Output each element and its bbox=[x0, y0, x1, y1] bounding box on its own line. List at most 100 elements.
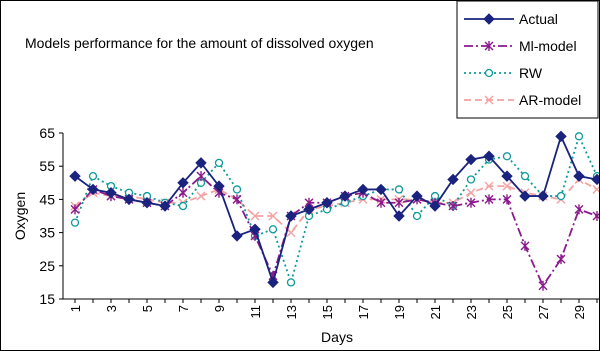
data-point-actual bbox=[375, 183, 387, 196]
data-point-ml-model bbox=[178, 187, 188, 198]
legend-box bbox=[456, 1, 599, 119]
x-tick-label: 3 bbox=[104, 305, 119, 312]
series-line-ml-model bbox=[74, 174, 598, 288]
y-tick-label: 35 bbox=[39, 225, 55, 241]
data-point-ml-model bbox=[520, 240, 530, 251]
data-point-rw bbox=[286, 278, 296, 287]
chart-title: Models performance for the amount of dis… bbox=[25, 35, 374, 51]
data-point-actual bbox=[555, 130, 567, 143]
data-point-ml-model bbox=[592, 211, 599, 221]
data-point-actual bbox=[357, 183, 369, 196]
y-tick-label: 45 bbox=[39, 191, 55, 207]
legend-label-rw: RW bbox=[519, 65, 543, 81]
axes bbox=[62, 133, 599, 300]
x-tick-label: 13 bbox=[284, 305, 299, 319]
data-point-ml-model bbox=[556, 254, 566, 265]
x-tick-label: 21 bbox=[428, 305, 443, 319]
data-point-ml-model bbox=[232, 194, 242, 205]
data-point-ar-model bbox=[592, 184, 599, 194]
x-tick-label: 5 bbox=[140, 305, 155, 312]
x-tick-label: 7 bbox=[176, 305, 191, 312]
data-point-ml-model bbox=[376, 197, 386, 208]
data-point-ml-model bbox=[196, 171, 206, 182]
series-line-actual bbox=[74, 133, 598, 286]
legend: Actual Ml-model RW AR-model bbox=[456, 1, 599, 119]
y-tick-label: 55 bbox=[39, 158, 55, 174]
data-point-actual bbox=[411, 190, 423, 202]
data-point-ar-model bbox=[502, 181, 512, 191]
data-point-actual bbox=[177, 177, 189, 189]
data-point-actual bbox=[249, 223, 261, 235]
data-point-actual bbox=[69, 170, 81, 182]
data-point-ml-model bbox=[574, 204, 584, 215]
data-point-rw bbox=[520, 172, 530, 181]
data-point-actual bbox=[141, 197, 153, 209]
legend-label-ar-model: AR-model bbox=[519, 92, 581, 108]
data-point-actual bbox=[591, 173, 599, 186]
legend-marker-actual bbox=[483, 13, 495, 25]
y-tick-label: 15 bbox=[39, 291, 55, 307]
data-point-ar-model bbox=[250, 211, 260, 221]
data-point-ar-model bbox=[196, 191, 206, 201]
data-point-ml-model bbox=[394, 197, 404, 208]
data-point-ml-model bbox=[448, 201, 458, 212]
data-point-ar-model bbox=[484, 181, 494, 191]
data-point-actual bbox=[573, 170, 585, 182]
data-point-actual bbox=[231, 230, 243, 242]
data-point-ml-model bbox=[466, 197, 476, 208]
data-point-rw bbox=[556, 191, 566, 201]
legend-marker-ml-model bbox=[484, 41, 494, 51]
x-tick-label: 19 bbox=[392, 305, 407, 319]
data-point-actual bbox=[285, 210, 297, 222]
x-tick-label: 9 bbox=[212, 305, 227, 312]
data-point-actual bbox=[105, 187, 117, 199]
data-point-actual bbox=[537, 190, 549, 202]
data-point-ar-model bbox=[286, 228, 296, 238]
data-point-rw bbox=[394, 185, 404, 194]
data-point-rw bbox=[232, 185, 242, 194]
data-point-actual bbox=[321, 197, 333, 209]
data-point-actual bbox=[123, 193, 135, 206]
y-tick-label: 65 bbox=[39, 125, 55, 141]
x-tick-label: 27 bbox=[536, 305, 551, 319]
data-point-actual bbox=[213, 180, 225, 192]
x-ticks: 1 3 5 7 9 11 13 15 17 19 21 23 25 27 29 bbox=[68, 299, 598, 319]
x-tick-label: 23 bbox=[464, 305, 479, 319]
x-tick-label: 29 bbox=[572, 305, 587, 319]
data-point-actual bbox=[303, 203, 315, 216]
data-point-actual bbox=[447, 173, 459, 186]
x-tick-label: 11 bbox=[248, 305, 263, 319]
data-point-actual bbox=[501, 170, 513, 182]
legend-marker-ar-model bbox=[484, 95, 494, 105]
data-point-actual bbox=[195, 157, 207, 169]
series-line-rw bbox=[74, 133, 598, 286]
y-axis-label: Oxygen bbox=[12, 192, 28, 240]
x-tick-label: 1 bbox=[68, 305, 83, 312]
legend-label-actual: Actual bbox=[519, 11, 558, 27]
data-point-ar-model bbox=[268, 211, 278, 221]
data-point-rw bbox=[412, 211, 422, 221]
data-point-rw bbox=[502, 152, 512, 161]
data-point-rw bbox=[178, 201, 188, 211]
series-group bbox=[69, 130, 599, 291]
data-point-actual bbox=[465, 153, 477, 166]
data-point-ml-model bbox=[502, 194, 512, 205]
data-point-ar-model bbox=[466, 188, 476, 198]
data-point-actual bbox=[267, 276, 279, 289]
data-point-rw bbox=[466, 175, 476, 184]
data-point-rw bbox=[88, 172, 98, 181]
x-tick-label: 25 bbox=[500, 305, 515, 319]
data-point-actual bbox=[393, 210, 405, 222]
data-point-rw bbox=[574, 132, 584, 141]
data-point-actual bbox=[483, 150, 495, 162]
data-point-actual bbox=[159, 200, 171, 212]
x-axis-label: Days bbox=[321, 329, 353, 345]
data-point-actual bbox=[519, 190, 531, 202]
data-point-ml-model bbox=[70, 204, 80, 215]
x-tick-label: 15 bbox=[320, 305, 335, 319]
legend-label-ml-model: Ml-model bbox=[519, 38, 577, 54]
y-ticks: 15 25 35 45 55 65 bbox=[39, 125, 63, 307]
x-tick-label: 17 bbox=[356, 305, 371, 319]
